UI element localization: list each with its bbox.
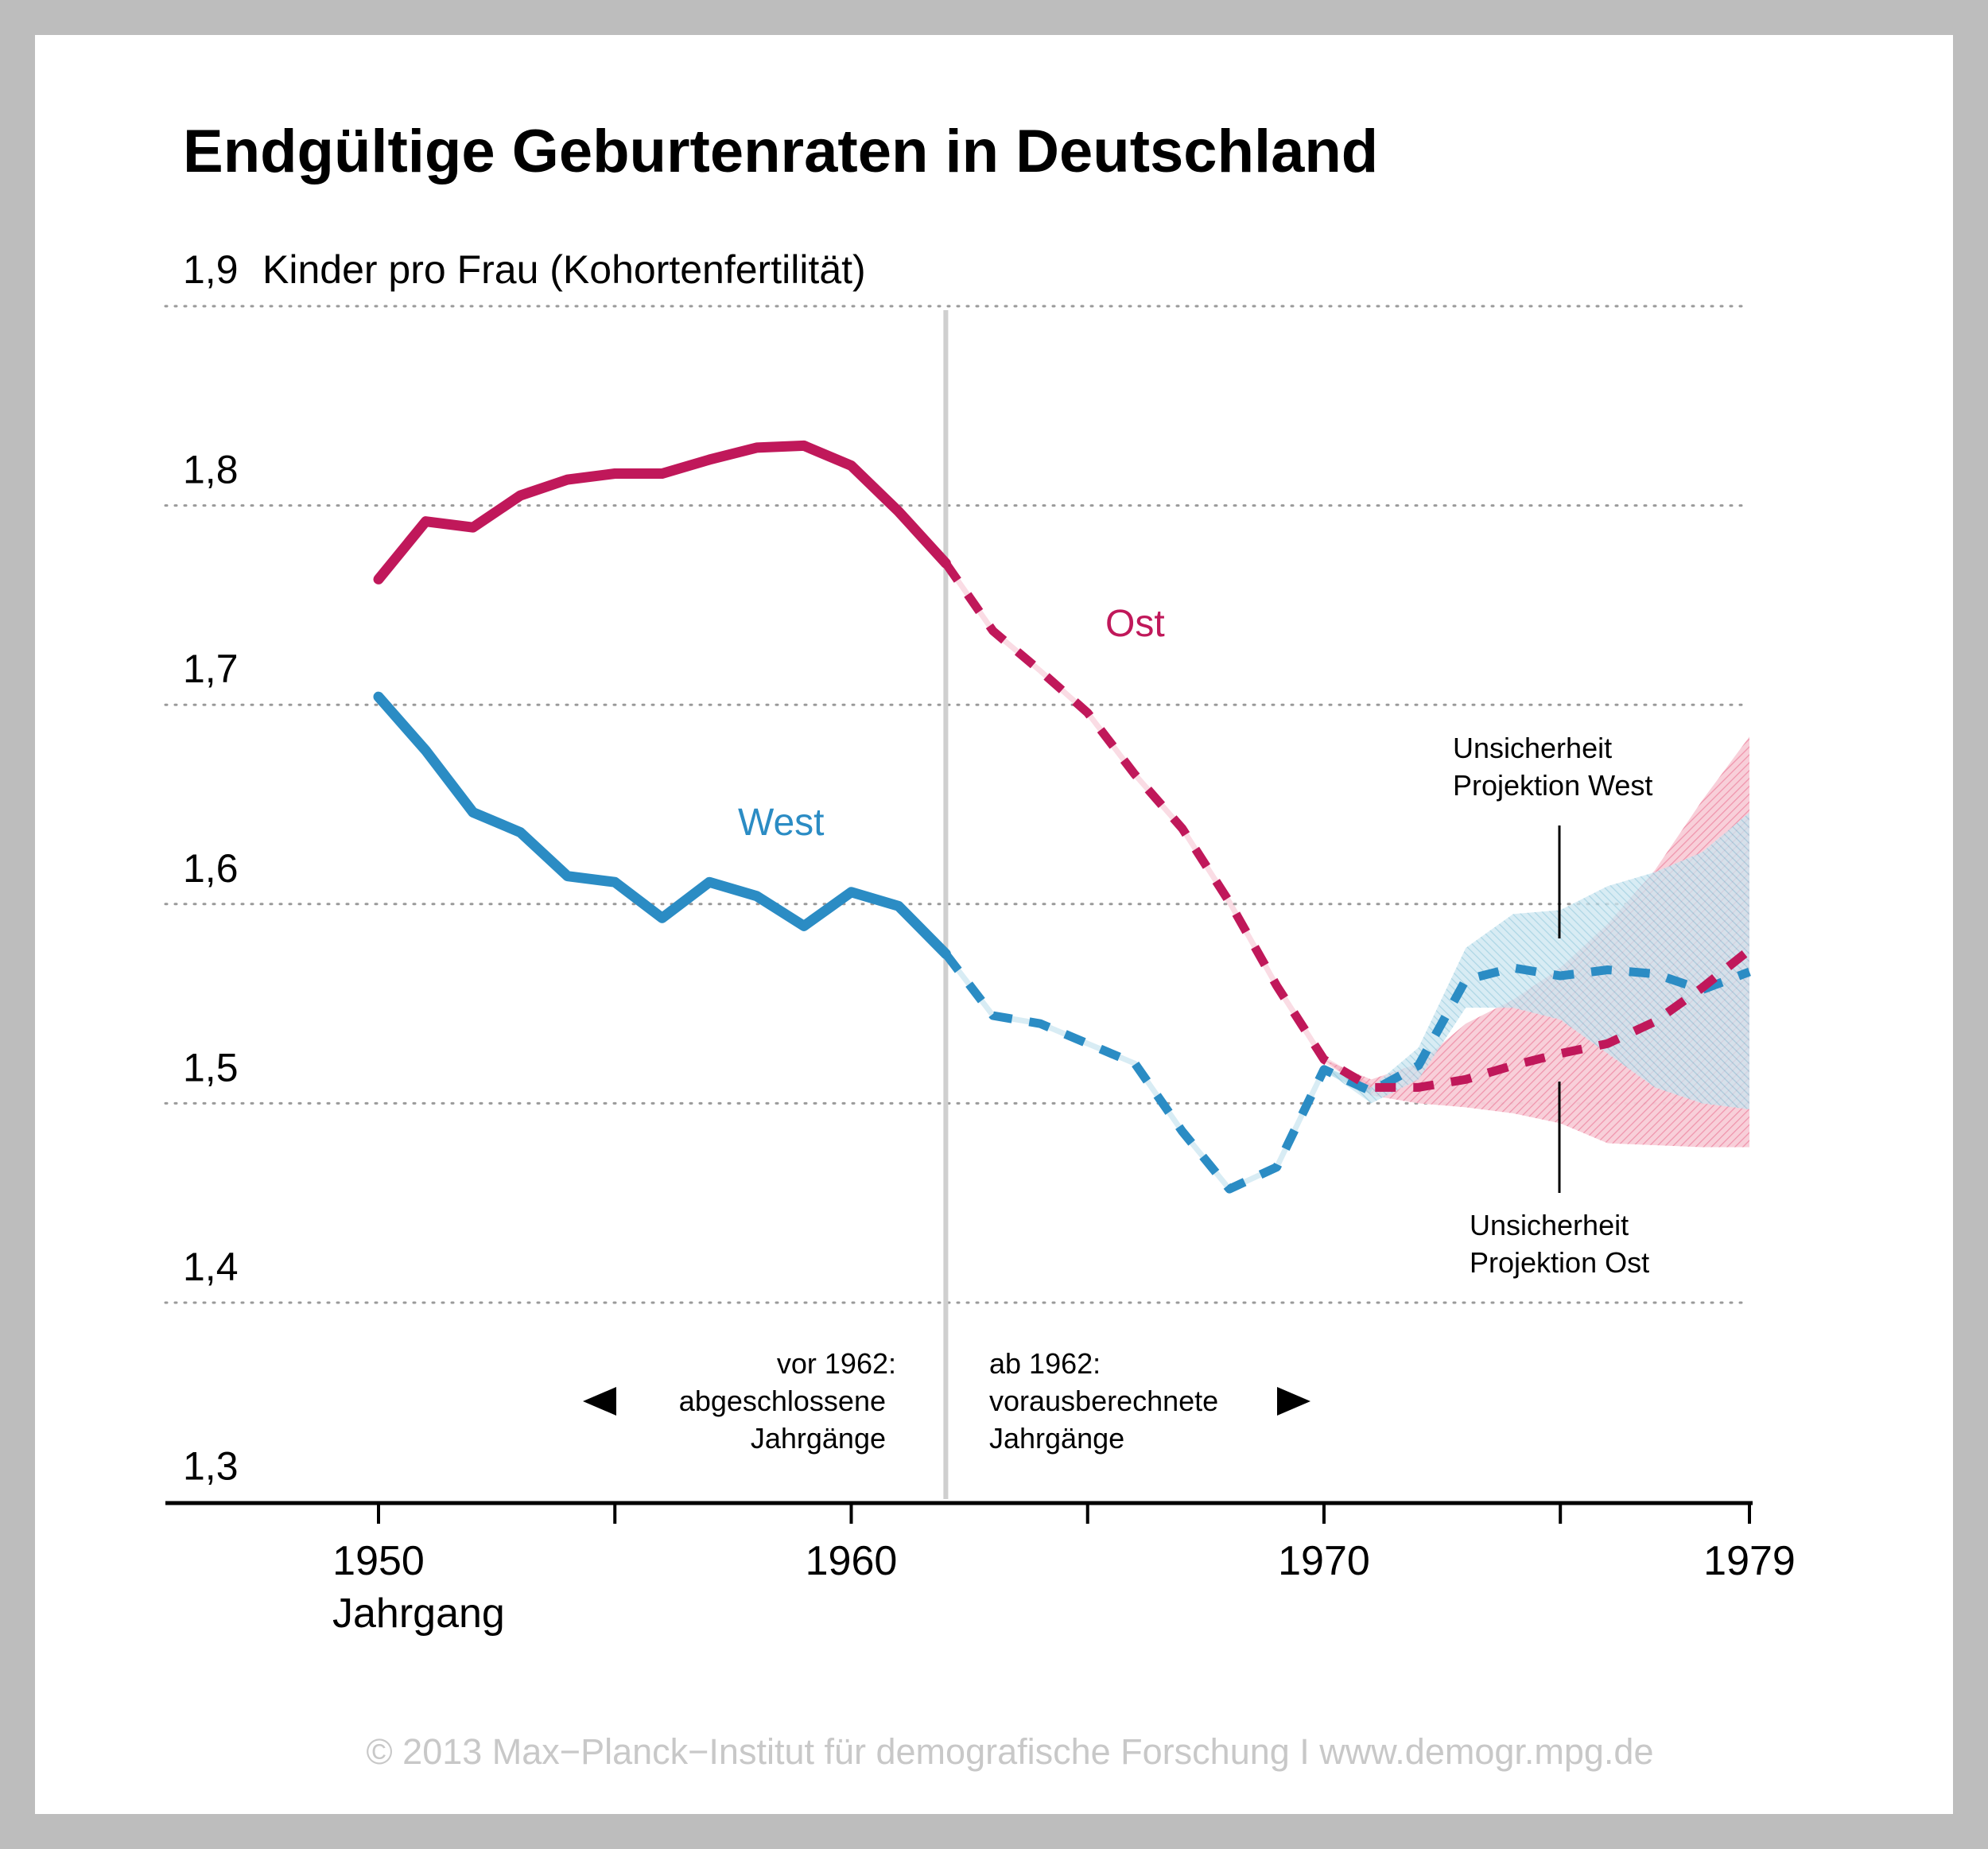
- series-lines: [373, 440, 1753, 1194]
- band-west-label-2: Projektion West: [1453, 769, 1652, 802]
- note-right-line-1: ab 1962:: [989, 1347, 1101, 1380]
- copyright-footer: © 2013 Max−Planck−Institut für demografi…: [367, 1731, 1654, 1772]
- x-tick-label: 1960: [806, 1538, 898, 1584]
- y-tick-label: 1,9: [183, 247, 239, 292]
- y-axis-label: Kinder pro Frau (Kohortenfertilität): [262, 247, 866, 292]
- line-ost-projected: [942, 561, 1753, 1092]
- y-tick-label: 1,4: [183, 1245, 239, 1289]
- x-axis: [165, 1501, 1753, 1524]
- y-tick-label: 1,8: [183, 448, 239, 492]
- arrow-right-icon: [1277, 1387, 1310, 1416]
- x-tick-label: 1970: [1278, 1538, 1370, 1584]
- note-left-line-3: Jahrgänge: [751, 1422, 886, 1455]
- band-ost-label-2: Projektion Ost: [1470, 1246, 1649, 1279]
- note-left-line-1: vor 1962:: [777, 1347, 896, 1380]
- x-tick-label: 1950: [332, 1538, 425, 1584]
- band-west: [1323, 812, 1749, 1109]
- arrow-left-icon: [583, 1387, 616, 1416]
- note-right-line-3: Jahrgänge: [989, 1422, 1124, 1455]
- x-tick-label: 1979: [1703, 1538, 1796, 1584]
- band-ost-label-1: Unsicherheit: [1470, 1209, 1629, 1241]
- note-right-line-2: vorausberechnete: [989, 1385, 1218, 1417]
- x-axis-label: Jahrgang: [332, 1591, 505, 1637]
- band-west-label-1: Unsicherheit: [1453, 732, 1612, 764]
- y-tick-label: 1,6: [183, 846, 239, 891]
- y-tick-label: 1,5: [183, 1045, 239, 1090]
- band-west-guide: [943, 952, 1373, 1193]
- y-tick-label: 1,7: [183, 647, 239, 691]
- series-label-ost: Ost: [1105, 603, 1165, 645]
- y-tick-label: 1,3: [183, 1444, 239, 1489]
- gridlines: [164, 305, 1751, 1304]
- series-label-west: West: [738, 802, 824, 844]
- line-west-projected: [942, 951, 1751, 1194]
- uncertainty-bands: [943, 561, 1749, 1193]
- line-west-observed: [373, 691, 951, 959]
- line-ost-observed: [373, 440, 951, 585]
- y-tick-labels: 1,3 1,4 1,5 1,6 1,7 1,8 1,9: [183, 247, 239, 1489]
- chart-title: Endgültige Geburtenraten in Deutschland: [183, 118, 1378, 185]
- x-tick-labels: 1950 1960 1970 1979: [332, 1538, 1796, 1584]
- note-left-line-2: abgeschlossene: [679, 1385, 886, 1417]
